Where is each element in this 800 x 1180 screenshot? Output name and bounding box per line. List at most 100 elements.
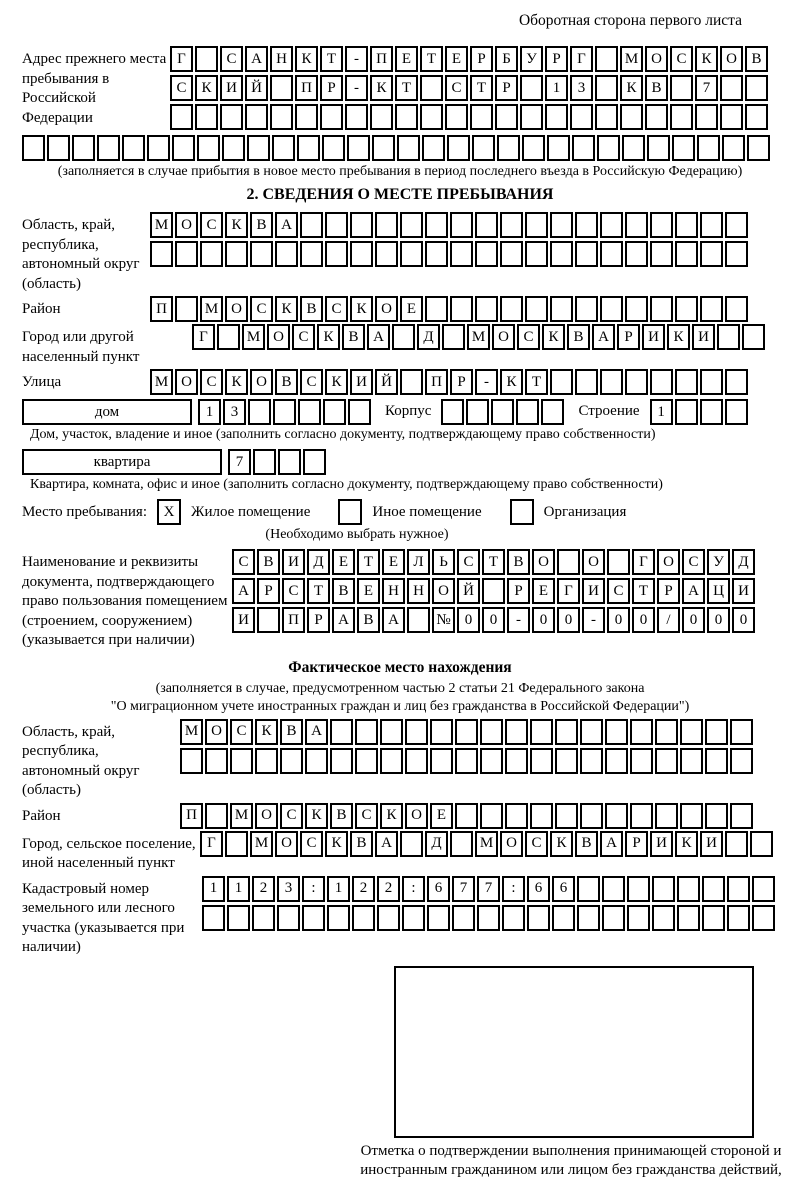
form-cell[interactable] bbox=[455, 718, 478, 745]
form-cell[interactable]: О bbox=[205, 718, 228, 745]
form-cell[interactable]: С bbox=[300, 830, 323, 857]
form-cell[interactable] bbox=[670, 104, 693, 130]
form-cell[interactable] bbox=[200, 241, 223, 267]
form-cell[interactable]: О bbox=[375, 296, 398, 322]
form-cell[interactable]: : bbox=[402, 875, 425, 902]
form-cell[interactable]: В bbox=[332, 578, 355, 604]
form-cell[interactable] bbox=[630, 802, 653, 829]
form-cell[interactable]: Р bbox=[545, 46, 568, 72]
form-cell[interactable] bbox=[202, 904, 225, 931]
form-cell[interactable] bbox=[22, 135, 45, 161]
form-cell[interactable] bbox=[680, 718, 703, 745]
form-cell[interactable]: С bbox=[232, 549, 255, 575]
form-cell[interactable] bbox=[303, 449, 326, 475]
form-cell[interactable] bbox=[380, 718, 403, 745]
form-cell[interactable]: - bbox=[475, 369, 498, 395]
form-cell[interactable]: П bbox=[295, 75, 318, 101]
form-cell[interactable]: 0 bbox=[557, 607, 580, 633]
form-cell[interactable]: И bbox=[350, 369, 373, 395]
form-cell[interactable] bbox=[475, 241, 498, 267]
form-cell[interactable]: М bbox=[242, 324, 265, 350]
form-cell[interactable] bbox=[625, 369, 648, 395]
form-cell[interactable] bbox=[380, 747, 403, 774]
form-cell[interactable]: П bbox=[425, 369, 448, 395]
form-cell[interactable] bbox=[195, 46, 218, 72]
form-cell[interactable]: М bbox=[250, 830, 273, 857]
form-cell[interactable] bbox=[248, 399, 271, 425]
form-cell[interactable] bbox=[530, 718, 553, 745]
form-cell[interactable] bbox=[675, 296, 698, 322]
form-cell[interactable] bbox=[420, 104, 443, 130]
form-cell[interactable] bbox=[225, 241, 248, 267]
form-cell[interactable]: В bbox=[745, 46, 768, 72]
form-cell[interactable] bbox=[652, 904, 675, 931]
form-cell[interactable] bbox=[702, 875, 725, 902]
form-cell[interactable] bbox=[480, 747, 503, 774]
form-cell[interactable]: И bbox=[692, 324, 715, 350]
form-cell[interactable]: В bbox=[507, 549, 530, 575]
form-cell[interactable] bbox=[302, 904, 325, 931]
form-cell[interactable]: Г bbox=[192, 324, 215, 350]
form-cell[interactable] bbox=[298, 399, 321, 425]
form-cell[interactable]: - bbox=[507, 607, 530, 633]
form-cell[interactable] bbox=[672, 135, 695, 161]
form-cell[interactable]: О bbox=[267, 324, 290, 350]
form-cell[interactable]: М bbox=[475, 830, 498, 857]
form-cell[interactable] bbox=[425, 212, 448, 238]
form-cell[interactable] bbox=[627, 875, 650, 902]
form-cell[interactable] bbox=[650, 212, 673, 238]
form-cell[interactable] bbox=[655, 718, 678, 745]
form-cell[interactable] bbox=[227, 904, 250, 931]
form-cell[interactable] bbox=[375, 212, 398, 238]
form-cell[interactable] bbox=[270, 75, 293, 101]
form-cell[interactable] bbox=[475, 296, 498, 322]
form-cell[interactable]: Т bbox=[307, 578, 330, 604]
form-cell[interactable]: Е bbox=[430, 802, 453, 829]
form-cell[interactable] bbox=[402, 904, 425, 931]
form-cell[interactable]: А bbox=[682, 578, 705, 604]
form-cell[interactable]: К bbox=[350, 296, 373, 322]
form-cell[interactable] bbox=[300, 241, 323, 267]
form-cell[interactable] bbox=[752, 904, 775, 931]
form-cell[interactable]: В bbox=[645, 75, 668, 101]
form-cell[interactable] bbox=[527, 904, 550, 931]
form-cell[interactable]: С bbox=[230, 718, 253, 745]
form-cell[interactable] bbox=[195, 104, 218, 130]
form-cell[interactable] bbox=[630, 747, 653, 774]
form-cell[interactable]: С bbox=[200, 369, 223, 395]
form-cell[interactable]: К bbox=[255, 718, 278, 745]
form-cell[interactable]: Д bbox=[417, 324, 440, 350]
form-cell[interactable] bbox=[320, 104, 343, 130]
form-cell[interactable]: О bbox=[645, 46, 668, 72]
form-cell[interactable]: К bbox=[275, 296, 298, 322]
form-cell[interactable] bbox=[675, 241, 698, 267]
form-cell[interactable]: О bbox=[532, 549, 555, 575]
form-cell[interactable] bbox=[400, 212, 423, 238]
apartment-box[interactable]: квартира bbox=[22, 449, 222, 475]
form-cell[interactable]: Т bbox=[357, 549, 380, 575]
form-cell[interactable] bbox=[652, 875, 675, 902]
form-cell[interactable]: Р bbox=[320, 75, 343, 101]
form-cell[interactable]: Т bbox=[525, 369, 548, 395]
form-cell[interactable] bbox=[175, 296, 198, 322]
form-cell[interactable]: О bbox=[175, 212, 198, 238]
checkbox-other-premises[interactable] bbox=[338, 499, 363, 525]
form-cell[interactable] bbox=[405, 747, 428, 774]
form-cell[interactable] bbox=[395, 104, 418, 130]
form-cell[interactable] bbox=[730, 747, 753, 774]
form-cell[interactable]: И bbox=[732, 578, 755, 604]
form-cell[interactable] bbox=[575, 241, 598, 267]
form-cell[interactable] bbox=[550, 296, 573, 322]
form-cell[interactable] bbox=[750, 830, 773, 857]
form-cell[interactable]: 0 bbox=[682, 607, 705, 633]
form-cell[interactable]: Е bbox=[382, 549, 405, 575]
form-cell[interactable] bbox=[252, 904, 275, 931]
form-cell[interactable] bbox=[522, 135, 545, 161]
form-cell[interactable] bbox=[725, 241, 748, 267]
form-cell[interactable] bbox=[725, 369, 748, 395]
form-cell[interactable]: Е bbox=[395, 46, 418, 72]
form-cell[interactable]: В bbox=[280, 718, 303, 745]
form-cell[interactable]: Е bbox=[357, 578, 380, 604]
form-cell[interactable]: Г bbox=[632, 549, 655, 575]
form-cell[interactable] bbox=[323, 399, 346, 425]
